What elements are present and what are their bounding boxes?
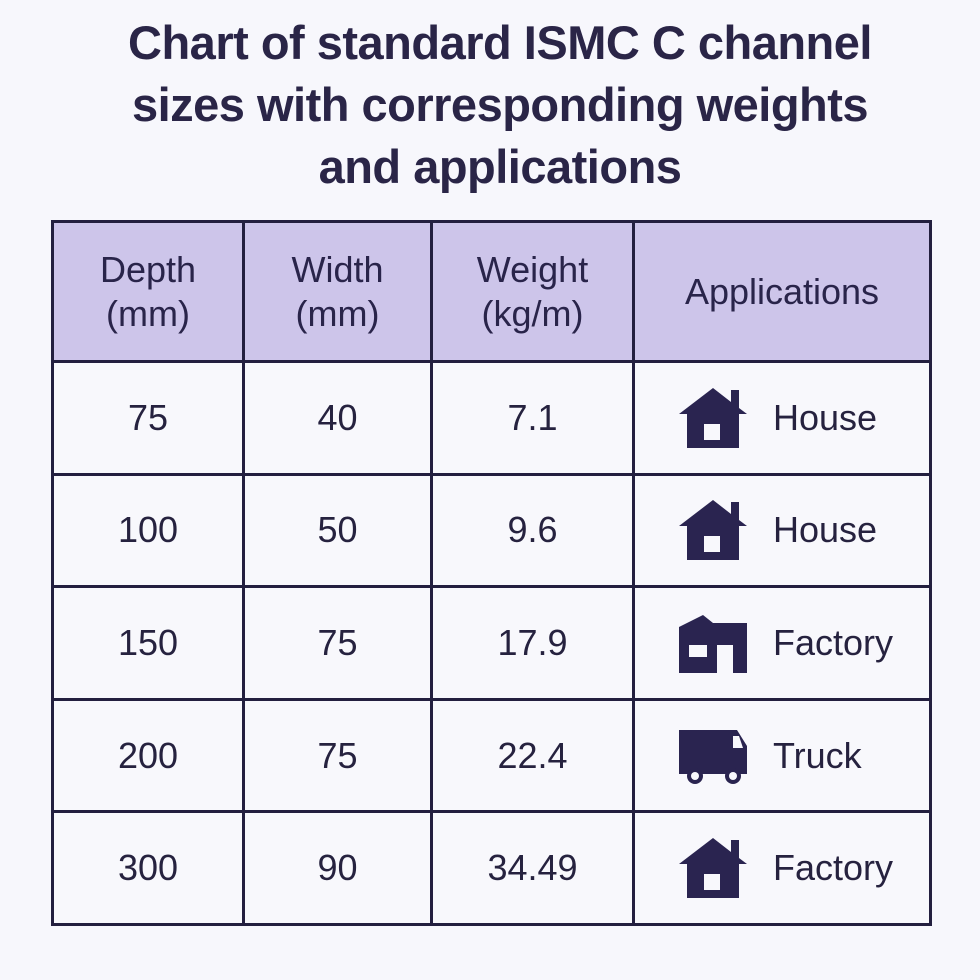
table-row: 300 90 34.49 Factory bbox=[51, 810, 932, 926]
cell-weight: 7.1 bbox=[430, 360, 635, 476]
cell-depth: 300 bbox=[51, 810, 245, 926]
factory-icon bbox=[679, 614, 747, 673]
channel-size-table: Depth (mm) Width (mm) Weight (kg/m) Appl… bbox=[51, 220, 932, 926]
cell-depth: 100 bbox=[51, 472, 245, 589]
header-weight: Weight (kg/m) bbox=[430, 220, 635, 363]
application-label: House bbox=[773, 509, 878, 551]
header-row: Depth (mm) Width (mm) Weight (kg/m) Appl… bbox=[51, 220, 932, 363]
house-icon bbox=[679, 838, 747, 899]
header-depth: Depth (mm) bbox=[51, 220, 245, 363]
cell-application: Factory bbox=[632, 585, 932, 701]
application-label: Factory bbox=[773, 847, 894, 889]
house-icon bbox=[679, 500, 747, 561]
cell-depth: 150 bbox=[51, 585, 245, 701]
title-line-3: and applications bbox=[318, 140, 682, 193]
header-width: Width (mm) bbox=[242, 220, 433, 363]
table-row: 100 50 9.6 House bbox=[51, 472, 932, 589]
chart-title: Chart of standard ISMC C channel sizes w… bbox=[60, 12, 940, 198]
table-row: 200 75 22.4 Truck bbox=[51, 697, 932, 814]
table-row: 150 75 17.9 Factory bbox=[51, 585, 932, 701]
title-line-1: Chart of standard ISMC C channel bbox=[128, 16, 872, 69]
cell-application: House bbox=[632, 360, 932, 476]
cell-application: Factory bbox=[632, 810, 932, 926]
application-label: Factory bbox=[773, 621, 894, 663]
cell-weight: 9.6 bbox=[430, 472, 635, 589]
table-row: 75 40 7.1 House bbox=[51, 360, 932, 476]
cell-width: 75 bbox=[242, 585, 433, 701]
house-icon bbox=[679, 387, 747, 448]
application-label: House bbox=[773, 396, 878, 438]
cell-width: 75 bbox=[242, 697, 433, 814]
cell-depth: 75 bbox=[51, 360, 245, 476]
cell-application: Truck bbox=[632, 697, 932, 814]
cell-width: 50 bbox=[242, 472, 433, 589]
cell-depth: 200 bbox=[51, 697, 245, 814]
cell-weight: 22.4 bbox=[430, 697, 635, 814]
cell-width: 40 bbox=[242, 360, 433, 476]
cell-width: 90 bbox=[242, 810, 433, 926]
header-applications: Applications bbox=[632, 220, 932, 363]
cell-application: House bbox=[632, 472, 932, 589]
application-label: Truck bbox=[773, 734, 862, 776]
title-line-2: sizes with corresponding weights bbox=[131, 78, 869, 131]
cell-weight: 17.9 bbox=[430, 585, 635, 701]
cell-weight: 34.49 bbox=[430, 810, 635, 926]
truck-icon bbox=[679, 729, 747, 784]
